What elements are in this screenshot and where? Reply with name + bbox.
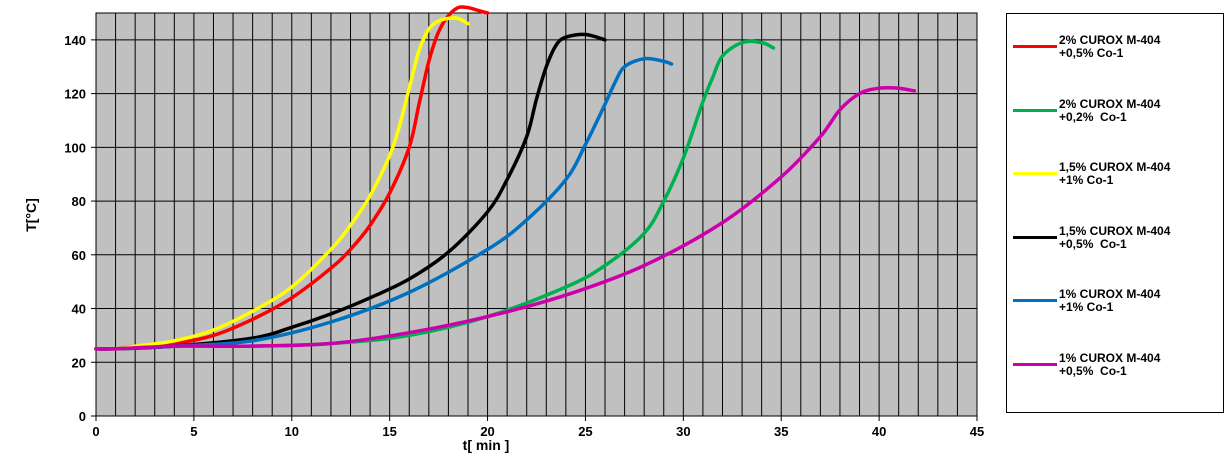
legend-swatch [1013, 108, 1057, 112]
series-line-4 [94, 32, 607, 351]
legend-label-line2: +0,5% Co-1 [1059, 363, 1127, 378]
plot-area [95, 12, 978, 417]
series-line-1 [94, 5, 490, 351]
x-axis-title: t[ min ] [463, 437, 510, 453]
legend-label-line1: 1,5% CUROX M-404 [1059, 160, 1171, 174]
y-tick-label: 100 [64, 140, 86, 155]
legend-label-line1: 2% CUROX M-404 [1059, 33, 1161, 47]
x-tick-label: 0 [92, 424, 99, 439]
legend-label-line1: 1% CUROX M-404 [1059, 350, 1161, 365]
legend-item-6: 1% CUROX M-404 +0,5% Co-1 [1013, 350, 1223, 392]
legend-label-line1: 2% CUROX M-404 [1059, 96, 1161, 111]
y-tick-label: 20 [72, 355, 86, 370]
y-tick-label: 140 [64, 33, 86, 48]
legend-item-1: 2% CUROX M-404 +0,5% Co-1 [1013, 34, 1223, 74]
series-lines [94, 5, 917, 351]
legend-label-line2: +0,2% Co-1 [1059, 109, 1127, 124]
x-tick-label: 25 [578, 424, 592, 439]
legend-label: 1,5% CUROX M-404 +1% Co-1 [1059, 161, 1170, 187]
legend-swatch [1013, 172, 1057, 175]
y-tick-label: 0 [79, 409, 86, 424]
legend-label: 2% CUROX M-404 +0,5% Co-1 [1059, 34, 1160, 60]
legend-label: 1% CUROX M-404 +0,5% Co-1 [1059, 350, 1161, 378]
legend-swatch [1013, 235, 1057, 239]
series-line-3 [94, 16, 470, 351]
y-tick-label: 80 [72, 194, 86, 209]
x-tick-label: 40 [872, 424, 886, 439]
legend-label-line2: +0,5% Co-1 [1059, 236, 1127, 251]
series-line-5 [94, 56, 674, 351]
y-axis-title: T[°C] [23, 198, 39, 232]
legend-label-line2: +1% Co-1 [1059, 300, 1114, 314]
x-tick-label: 30 [676, 424, 690, 439]
legend-label-line2: +0,5% Co-1 [1059, 46, 1124, 60]
x-tick-label: 5 [190, 424, 197, 439]
legend-item-2: 2% CUROX M-404 +0,2% Co-1 [1013, 96, 1223, 138]
x-tick-label: 45 [970, 424, 984, 439]
legend-label: 1,5% CUROX M-404 +0,5% Co-1 [1059, 223, 1171, 251]
legend-item-3: 1,5% CUROX M-404 +1% Co-1 [1013, 161, 1223, 201]
legend-swatch [1013, 45, 1057, 48]
legend-swatch [1013, 362, 1057, 366]
legend-label: 1% CUROX M-404 +1% Co-1 [1059, 288, 1160, 314]
x-tick-label: 10 [285, 424, 299, 439]
plot-background [95, 12, 978, 417]
legend-label-line2: +1% Co-1 [1059, 173, 1114, 187]
y-tick-label: 120 [64, 87, 86, 102]
legend-item-4: 1,5% CUROX M-404 +0,5% Co-1 [1013, 223, 1223, 265]
legend: 2% CUROX M-404 +0,5% Co-1 2% CUROX M-404 +0… [1006, 13, 1224, 413]
axes: 0 20 40 60 80 100 120 140 0 5 10 15 20 25 30 35 40 45 [64, 33, 984, 439]
x-tick-label: 35 [774, 424, 788, 439]
series-line-6 [94, 85, 917, 351]
legend-label-line1: 1% CUROX M-404 [1059, 287, 1161, 301]
legend-label-line1: 1,5% CUROX M-404 [1059, 223, 1171, 238]
legend-label: 2% CUROX M-404 +0,2% Co-1 [1059, 96, 1161, 124]
chart: 0 20 40 60 80 100 120 140 0 5 10 15 20 25 30 35 40 45 T[°… [23, 5, 984, 453]
x-tick-label: 20 [480, 424, 494, 439]
legend-item-5: 1% CUROX M-404 +1% Co-1 [1013, 288, 1223, 328]
x-tick-label: 15 [382, 424, 396, 439]
y-tick-label: 40 [72, 302, 86, 317]
y-tick-label: 60 [72, 248, 86, 263]
legend-swatch [1013, 299, 1057, 302]
